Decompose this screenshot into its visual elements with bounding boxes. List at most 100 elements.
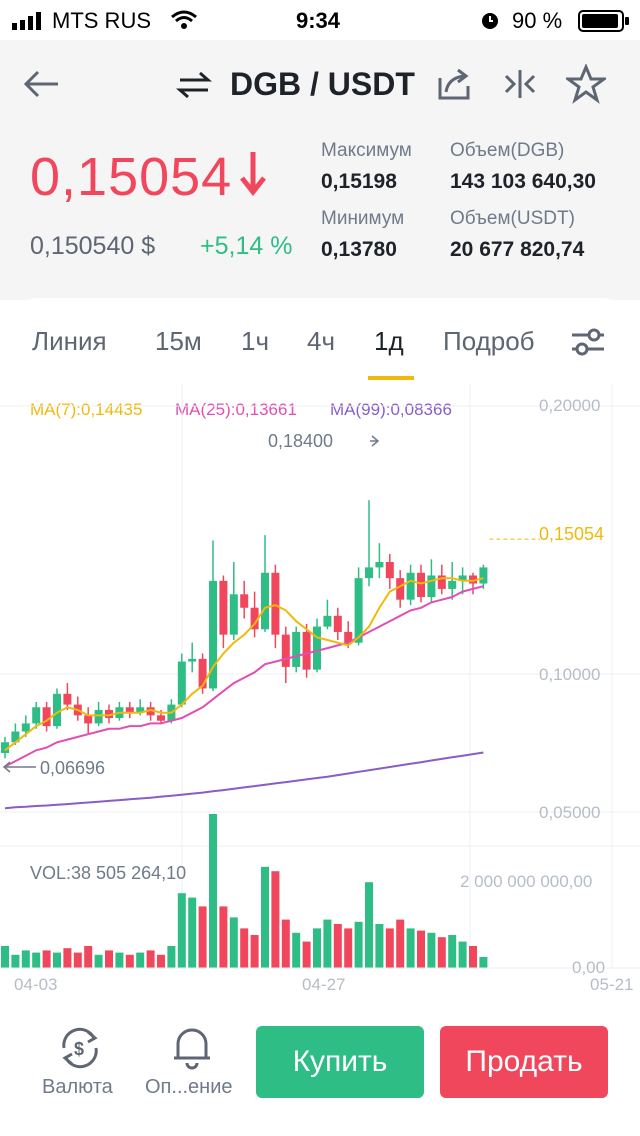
volume-bar: [323, 919, 332, 968]
volume-bar: [250, 935, 259, 968]
pair-title[interactable]: DGB / USDT: [230, 66, 415, 102]
volume-bar: [157, 954, 165, 968]
candle-body: [261, 572, 269, 630]
candle-body: [271, 572, 280, 635]
ma99-line: [4, 751, 484, 810]
chart-settings-icon[interactable]: [570, 328, 606, 356]
volume-bar: [313, 928, 321, 968]
currency-label[interactable]: Валюта: [42, 1076, 113, 1098]
low-label: Минимум: [321, 208, 405, 229]
volume-bar: [84, 946, 93, 968]
candle-body: [313, 626, 321, 670]
volume-bar: [63, 948, 72, 968]
candle-body: [479, 567, 488, 584]
candle-body: [396, 578, 405, 600]
price-fiat: 0,150540 $: [30, 232, 156, 260]
volume-bar: [406, 928, 415, 968]
ma25-legend: MA(25):0,13661: [175, 400, 297, 419]
share-icon[interactable]: [436, 66, 472, 102]
volume-bar: [240, 928, 249, 968]
min-arrow: [2, 761, 36, 773]
ma7-legend: MA(7):0,14435: [30, 400, 143, 419]
candle-body: [188, 658, 197, 662]
candle-body: [42, 707, 51, 727]
candle-body: [417, 572, 425, 597]
candle-body: [125, 707, 134, 713]
volume-bar: [11, 954, 20, 968]
carrier-name: MTS RUS: [52, 8, 151, 33]
volume-bar: [261, 866, 269, 968]
favorite-star-icon[interactable]: [566, 64, 606, 104]
tab-15m[interactable]: 15м: [155, 326, 202, 356]
tab-4h[interactable]: 4ч: [307, 326, 336, 356]
volume-bar: [1, 946, 9, 968]
status-bar: MTS RUS 9:34 90 %: [0, 0, 640, 40]
volume-bar: [292, 932, 301, 968]
candle-body: [21, 723, 30, 732]
bell-icon[interactable]: [170, 1024, 214, 1070]
volume-bar: [417, 930, 425, 968]
candle-body: [250, 607, 259, 630]
volume-bar: [354, 921, 363, 968]
candle-body: [229, 594, 238, 635]
tab-1h[interactable]: 1ч: [241, 326, 270, 356]
ma7-line: [4, 577, 484, 752]
candle-body: [333, 615, 342, 632]
low-value: 0,13780: [321, 238, 397, 261]
swap-pair-icon[interactable]: [176, 70, 212, 100]
vol-base-value: 143 103 640,30: [450, 170, 596, 193]
volume-bar: [53, 952, 61, 968]
candle-body: [354, 578, 363, 643]
volume-bar: [167, 946, 176, 968]
candle-body: [105, 709, 113, 719]
svg-text:$: $: [74, 1039, 84, 1059]
candle-body: [375, 562, 384, 568]
volume-bar: [219, 906, 228, 968]
candle-body: [209, 580, 217, 689]
min-price-label: 0,06696: [40, 758, 106, 778]
y-tick-top: 0,20000: [539, 396, 601, 415]
candle-body: [136, 707, 145, 713]
candle-body: [292, 631, 301, 667]
buy-button[interactable]: Купить: [256, 1026, 424, 1098]
volume-bar: [458, 941, 467, 968]
y-tick-low: 0,05000: [539, 803, 601, 822]
candle-body: [448, 580, 457, 589]
candle-body: [94, 709, 103, 724]
candle-body: [385, 562, 394, 579]
volume-bar: [385, 928, 394, 968]
tab-line[interactable]: Линия: [32, 326, 107, 356]
candlestick-chart[interactable]: [0, 384, 640, 1000]
volume-bar: [396, 919, 405, 968]
clock: 9:34: [296, 8, 341, 33]
interval-tabs: Линия 15м 1ч 4ч 1д Подроб: [0, 298, 640, 384]
volume-bar: [448, 935, 457, 968]
high-value: 0,15198: [321, 170, 397, 193]
last-price: 0,15054: [30, 147, 233, 207]
alert-label[interactable]: Оп...ение: [145, 1076, 233, 1098]
volume-bar: [188, 897, 197, 968]
last-price-marker: 0,15054: [539, 524, 605, 544]
tab-1d[interactable]: 1д: [374, 326, 404, 356]
volume-bar: [333, 924, 342, 968]
signal-icon: [12, 12, 41, 30]
volume-bar: [375, 924, 384, 968]
candle-body: [427, 575, 436, 597]
y-tick-mid: 0,10000: [539, 665, 601, 684]
volume-bar: [73, 952, 82, 968]
back-arrow-icon[interactable]: [22, 68, 62, 100]
currency-convert-icon[interactable]: $: [58, 1026, 102, 1070]
volume-bar: [105, 950, 113, 968]
volume-bar: [469, 946, 477, 968]
volume-bar: [209, 814, 217, 968]
candle-body: [437, 575, 446, 589]
volume-bar: [125, 954, 134, 968]
tab-more[interactable]: Подроб: [443, 326, 535, 356]
candle-body: [323, 615, 332, 627]
compare-icon[interactable]: [502, 68, 538, 100]
candle-body: [281, 634, 290, 667]
volume-bar: [479, 957, 488, 968]
sell-button[interactable]: Продать: [440, 1026, 608, 1098]
wifi-icon: [171, 10, 197, 29]
volume-bar: [94, 954, 103, 968]
